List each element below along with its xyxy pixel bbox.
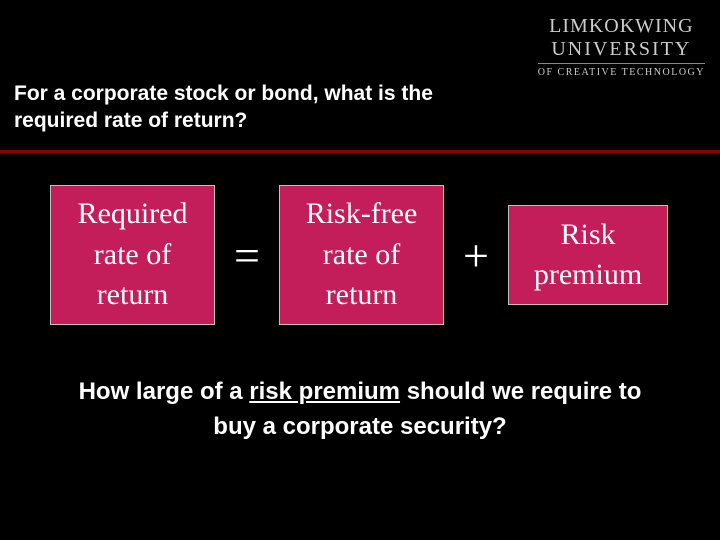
plus-operator: + (458, 229, 494, 282)
term1-line3: return (55, 275, 210, 316)
bottom-emphasis: risk premium (249, 378, 400, 405)
term2-line3: return (284, 275, 439, 316)
term1-line2: rate of (55, 235, 210, 276)
term-risk-free-rate: Risk-free rate of return (279, 185, 444, 325)
bottom-pre: How large of a (79, 378, 250, 405)
university-logo: LIMKOKWING UNIVERSITY OF CREATIVE TECHNO… (538, 15, 705, 78)
term2-line2: rate of (284, 235, 439, 276)
term1-line1: Required (55, 194, 210, 235)
horizontal-divider (0, 150, 720, 153)
term2-line1: Risk-free (284, 194, 439, 235)
logo-line-1: LIMKOKWING (538, 15, 705, 38)
term3-line2: premium (513, 255, 663, 296)
term3-line1: Risk (513, 215, 663, 256)
term-required-return: Required rate of return (50, 185, 215, 325)
equals-operator: = (229, 229, 265, 282)
slide-title: For a corporate stock or bond, what is t… (14, 80, 444, 135)
logo-line-3: OF CREATIVE TECHNOLOGY (538, 63, 705, 78)
term-risk-premium: Risk premium (508, 205, 668, 305)
logo-line-2: UNIVERSITY (538, 38, 705, 61)
equation-row: Required rate of return = Risk-free rate… (50, 185, 690, 325)
slide-subquestion: How large of a risk premium should we re… (60, 375, 660, 445)
